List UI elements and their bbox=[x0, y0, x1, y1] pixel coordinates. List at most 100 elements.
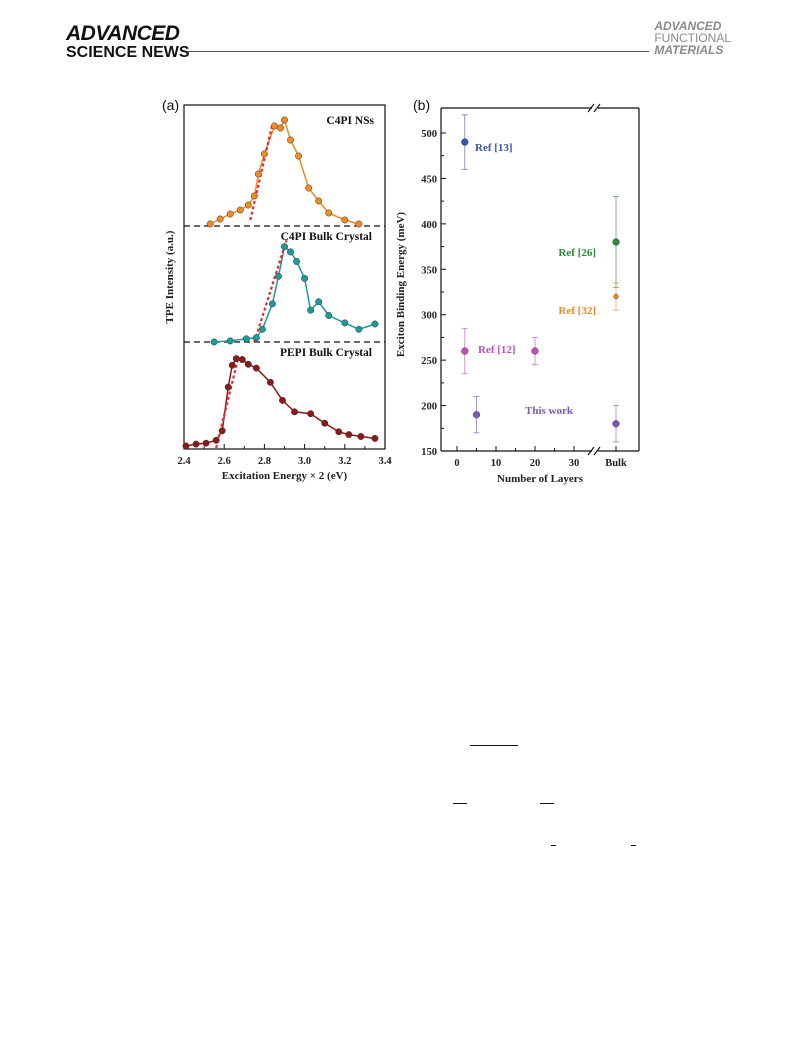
panel-a-data-point bbox=[212, 436, 220, 444]
panel-a-data-point bbox=[206, 220, 214, 228]
panel-a-data-point bbox=[355, 325, 363, 333]
panel-b-data-point bbox=[613, 293, 619, 300]
panel-a-data-point bbox=[232, 355, 240, 363]
panel-a-data-point bbox=[287, 136, 294, 144]
panel-a-data-point bbox=[258, 325, 266, 333]
panel-a-data-point bbox=[371, 320, 379, 328]
panel-a-data-point bbox=[279, 396, 286, 404]
panel-a-data-point bbox=[341, 216, 349, 224]
panel-a-data-point bbox=[281, 243, 288, 251]
panel-b-y-tick-label: 300 bbox=[421, 311, 437, 322]
panel-a-data-point bbox=[325, 209, 333, 217]
panel-b-data-point bbox=[461, 347, 469, 355]
panel-a-data-point bbox=[260, 150, 268, 158]
panel-b-data-point bbox=[612, 238, 620, 246]
panel-a-data-point bbox=[254, 170, 262, 178]
panel-a-data-point bbox=[216, 215, 224, 223]
panel-a-data-point bbox=[268, 300, 276, 308]
publisher-logo-line1: ADVANCED bbox=[66, 22, 180, 45]
panel-a-data-point bbox=[228, 361, 236, 369]
header-rule bbox=[188, 51, 649, 52]
panel-b-axis-break bbox=[587, 103, 595, 113]
panel-a-data-point bbox=[242, 335, 250, 343]
panel-a-data-point bbox=[315, 197, 323, 205]
panel-a-data-point bbox=[218, 427, 226, 435]
panel-b-x-tick-label: 30 bbox=[569, 458, 580, 469]
panel-a-frame bbox=[183, 104, 386, 450]
panel-a-y-axis-label: TPE Intensity (a.u.) bbox=[164, 230, 176, 323]
panel-a-data-point bbox=[277, 124, 284, 132]
panel-a-label: (a) bbox=[162, 97, 179, 113]
panel-a-data-point bbox=[357, 433, 365, 440]
panel-b-y-tick-label: 200 bbox=[421, 402, 437, 413]
panel-a-data-point bbox=[293, 257, 301, 265]
panel-a-data-point bbox=[371, 434, 379, 442]
panel-b-series-label: Ref [32] bbox=[558, 305, 596, 317]
fraction-bar bbox=[453, 803, 467, 804]
panel-a-x-axis-label: Excitation Energy × 2 (eV) bbox=[222, 470, 348, 482]
panel-a-data-point bbox=[301, 274, 309, 282]
panel-a-data-point bbox=[266, 378, 274, 386]
panel-a-data-point bbox=[281, 116, 288, 124]
panel-b-x-tick-label: Bulk bbox=[605, 458, 627, 469]
fraction-bar bbox=[631, 845, 636, 846]
publisher-logo-line2: SCIENCE NEWS bbox=[66, 44, 190, 61]
panel-a-data-point bbox=[236, 206, 244, 214]
panel-a-data-point bbox=[321, 419, 329, 427]
panel-b-data-point bbox=[531, 347, 539, 355]
panel-b-label: (b) bbox=[413, 97, 430, 113]
panel-a-data-point bbox=[252, 334, 260, 342]
panel-a-data-point bbox=[315, 298, 323, 306]
panel-b-axis-break bbox=[587, 446, 595, 456]
panel-b-x-tick-label: 10 bbox=[491, 458, 502, 469]
panel-a-x-tick-label: 3.4 bbox=[378, 456, 392, 467]
panel-a-data-point bbox=[250, 192, 258, 200]
fraction-bar bbox=[470, 745, 518, 746]
panel-a-series-label: PEPI Bulk Crystal bbox=[280, 347, 372, 359]
panel-b-series-label: Ref [13] bbox=[475, 142, 513, 154]
panel-b-series-label: This work bbox=[525, 405, 574, 417]
panel-a-series-line bbox=[209, 117, 360, 225]
panel-b-data-point bbox=[461, 138, 469, 146]
journal-logo-line3: MATERIALS bbox=[654, 43, 724, 57]
panel-a-data-point bbox=[335, 428, 343, 436]
panel-a-data-point bbox=[192, 440, 200, 448]
panel-a-fit-line bbox=[215, 357, 240, 449]
panel-a-data-point bbox=[226, 337, 234, 345]
panel-b-y-tick-label: 500 bbox=[421, 129, 437, 140]
panel-b-y-tick-label: 400 bbox=[421, 220, 437, 231]
panel-b-axis-break bbox=[593, 446, 601, 456]
panel-a-data-point bbox=[244, 360, 252, 368]
panel-a-data-point bbox=[238, 356, 246, 363]
panel-b-data-point bbox=[472, 411, 481, 419]
fraction-bar bbox=[551, 845, 556, 846]
panel-a-data-point bbox=[202, 439, 210, 447]
panel-b-series-label: Ref [12] bbox=[478, 344, 516, 356]
panel-b-axis-break bbox=[593, 103, 601, 113]
panel-a-fit-line bbox=[249, 123, 274, 221]
panel-b-data-point bbox=[612, 420, 620, 428]
panel-b-x-tick-label: 0 bbox=[454, 458, 459, 469]
panel-a-data-point bbox=[345, 431, 353, 439]
panel-b-x-axis-label: Number of Layers bbox=[497, 473, 584, 485]
panel-a-data-point bbox=[224, 383, 232, 391]
panel-a-data-point bbox=[271, 122, 278, 130]
panel-a-data-point bbox=[307, 306, 315, 314]
panel-a-data-point bbox=[305, 184, 313, 192]
panel-a-data-point bbox=[295, 152, 303, 160]
panel-a-x-tick-label: 2.4 bbox=[177, 456, 191, 467]
panel-a-data-point bbox=[182, 442, 190, 450]
panel-b-y-axis-label: Exciton Binding Energy (meV) bbox=[395, 212, 407, 357]
fraction-bar bbox=[540, 803, 554, 804]
panel-a-data-point bbox=[291, 408, 298, 416]
panel-a-x-tick-label: 2.6 bbox=[218, 456, 231, 467]
journal-logo: ADVANCED FUNCTIONAL MATERIALS bbox=[654, 20, 731, 56]
panel-a-data-point bbox=[341, 319, 349, 327]
panel-b-y-tick-label: 250 bbox=[421, 356, 437, 367]
panel-b-series-label: Ref [26] bbox=[558, 247, 596, 259]
panel-a-data-point bbox=[287, 248, 294, 256]
panel-a-fit-line bbox=[253, 239, 288, 343]
panel-a-data-point bbox=[307, 410, 315, 418]
panel-b-y-tick-label: 450 bbox=[421, 174, 437, 185]
